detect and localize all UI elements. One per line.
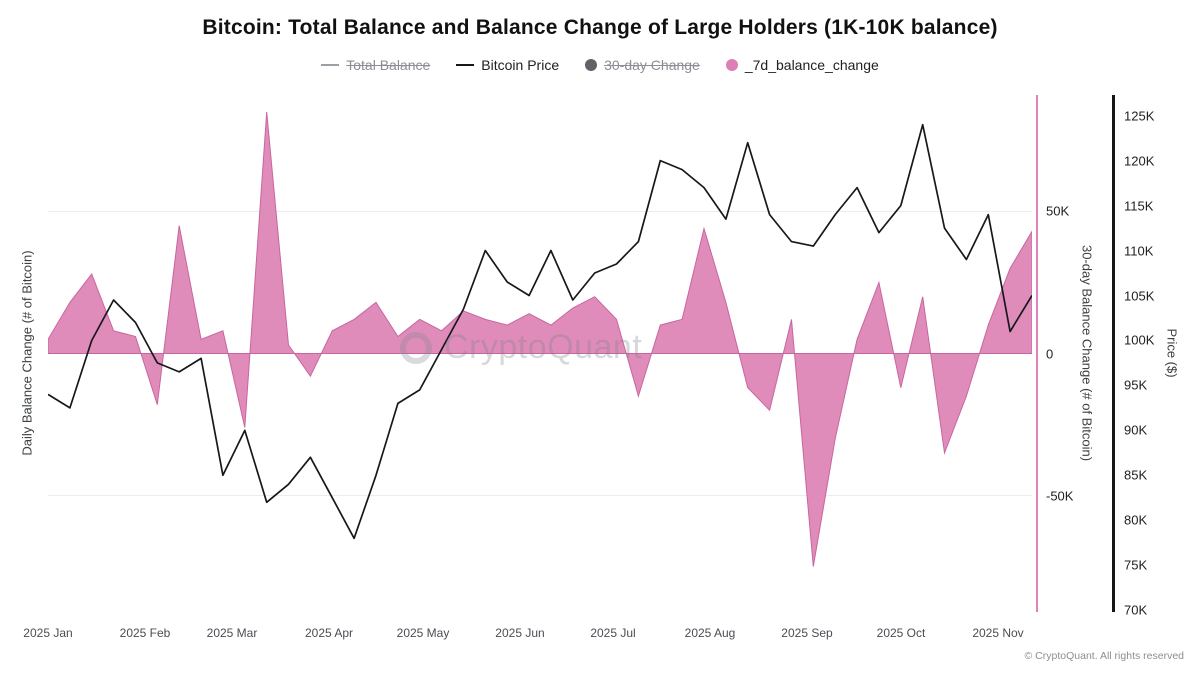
- legend-item-30-day-change[interactable]: 30-day Change: [585, 57, 700, 73]
- price-tick-label: 90K: [1124, 422, 1148, 438]
- x-axis-ticks: 2025 Jan 2025 Feb 2025 Mar 2025 Apr 2025 May…: [23, 626, 1032, 642]
- balance-tick-label: 50K: [1046, 203, 1070, 219]
- price-tick-label: 100K: [1124, 332, 1155, 348]
- balance-axis-ticks: 50K 0 -50K: [1046, 95, 1088, 612]
- price-tick-label: 105K: [1124, 288, 1155, 304]
- legend-label: Bitcoin Price: [481, 57, 560, 73]
- x-tick-label: 2025 Aug: [684, 626, 736, 640]
- chart-title: Bitcoin: Total Balance and Balance Chang…: [202, 16, 998, 39]
- plot-area[interactable]: [48, 95, 1032, 612]
- plot-canvas[interactable]: [48, 95, 1032, 612]
- legend-label: 30-day Change: [604, 57, 700, 73]
- bitcoin-price-swatch-icon: [456, 64, 475, 66]
- legend-item-total-balance[interactable]: Total Balance: [321, 57, 430, 73]
- price-tick-label: 80K: [1124, 512, 1148, 528]
- balance-tick-label: -50K: [1046, 488, 1074, 504]
- price-axis-ticks: 125K 120K 115K 110K 105K 100K 95K 90K 85K 80K 75K 7…: [1124, 95, 1168, 618]
- x-tick-label: 2025 Nov: [972, 626, 1024, 640]
- legend-label: _7d_balance_change: [744, 57, 879, 73]
- balance-axis-line: [1036, 95, 1038, 612]
- price-tick-label: 110K: [1124, 243, 1154, 259]
- 30-day-change-swatch-icon: [585, 59, 598, 71]
- legend: Total Balance Bitcoin Price 30-day Change _…: [0, 57, 1200, 73]
- legend-item-7d-balance-change[interactable]: _7d_balance_change: [725, 57, 879, 73]
- price-axis-line: [1112, 95, 1115, 612]
- balance-tick-label: 0: [1046, 346, 1054, 362]
- price-tick-label: 120K: [1124, 153, 1155, 169]
- 7d-balance-change-swatch-icon: [725, 59, 738, 71]
- x-tick-label: 2025 Sep: [781, 626, 833, 640]
- price-tick-label: 85K: [1124, 467, 1148, 483]
- balance-axis-label: 30-day Balance Change (# of Bitcoin): [1079, 244, 1095, 462]
- x-tick-label: 2025 Jun: [495, 626, 545, 640]
- x-tick-label: 2025 Feb: [119, 626, 171, 640]
- price-tick-label: 70K: [1124, 602, 1148, 618]
- x-tick-label: 2025 Oct: [876, 626, 926, 640]
- legend-label: Total Balance: [346, 57, 431, 73]
- x-tick-label: 2025 Mar: [206, 626, 258, 640]
- price-tick-label: 75K: [1124, 557, 1148, 573]
- x-tick-label: 2025 Apr: [304, 626, 354, 640]
- price-tick-label: 115K: [1124, 198, 1154, 214]
- price-tick-label: 95K: [1124, 377, 1148, 393]
- copyright-notice: © CryptoQuant. All rights reserved: [1024, 650, 1184, 662]
- price-tick-label: 125K: [1124, 108, 1155, 124]
- price-axis-label: Price ($): [1164, 328, 1180, 378]
- left-axis-label: Daily Balance Change (# of Bitcoin): [19, 250, 35, 456]
- x-tick-label: 2025 Jan: [23, 626, 73, 640]
- total-balance-swatch-icon: [321, 64, 340, 66]
- x-tick-label: 2025 May: [396, 626, 450, 640]
- legend-item-bitcoin-price[interactable]: Bitcoin Price: [456, 57, 559, 73]
- x-tick-label: 2025 Jul: [590, 626, 636, 640]
